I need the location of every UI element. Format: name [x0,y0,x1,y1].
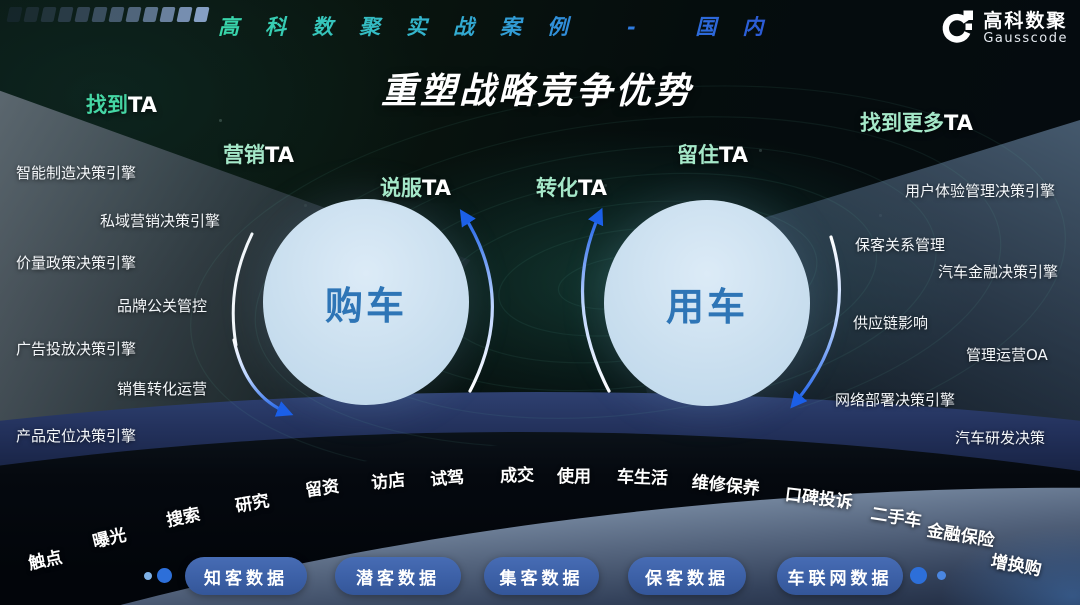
engine-label-right-7: 汽车研发决策 [955,429,1046,447]
pagination-dot-big-left [157,568,172,583]
stage-label-find-more-ta: 找到更多TA [860,111,973,135]
logo-name-en: Gausscode [983,31,1068,47]
pagination-dot-small-right [937,571,946,580]
arrow-right-outer [790,235,842,409]
engine-label-right-2: 保客关系管理 [855,236,946,254]
engine-label-right-5: 管理运营OA [966,346,1048,364]
arrow-between-left [459,209,494,393]
data-pill-prospect: 潜客数据 [335,557,461,595]
stage-label-market-ta: 营销TA [223,143,294,167]
engine-label-left-5: 广告投放决策引擎 [16,340,137,358]
engine-label-left-4: 品牌公关管控 [117,297,208,315]
engine-label-right-1: 用户体验管理决策引擎 [905,182,1056,200]
page-title: 重塑战略竞争优势 [380,71,694,112]
gausscode-logo-icon [940,8,976,50]
arrow-between-right [580,207,611,393]
journey-point: 试驾 [429,467,466,491]
journey-point: 成交 [499,465,535,487]
deco-squares [6,7,210,22]
engine-label-left-7: 产品定位决策引擎 [16,427,137,445]
stage-label-retain-ta: 留住TA [677,143,748,167]
circle-label: 购车 [324,283,407,328]
data-pill-gather: 集客数据 [484,557,599,595]
journey-point: 使用 [557,467,591,487]
pagination-dot-small-left [144,572,152,580]
stage-label-persuade-ta: 说服TA [380,176,451,200]
journey-point: 车生活 [616,467,669,489]
logo-name-zh: 高科数聚 [983,10,1068,33]
stage-label-find-ta: 找到TA [86,93,157,117]
core-circle-use-car: 用车 [604,200,810,406]
arrow-left-outer-blue [232,338,294,417]
engine-label-left-1: 智能制造决策引擎 [16,164,137,182]
circle-label: 用车 [665,284,748,329]
pagination-dot-big-right [910,567,927,584]
engine-label-left-3: 价量政策决策引擎 [16,254,137,272]
blue-glow-bottomright [930,520,1080,605]
engine-label-left-6: 销售转化运营 [117,380,208,398]
engine-label-right-3: 汽车金融决策引擎 [938,263,1059,281]
engine-label-left-2: 私域营销决策引擎 [100,212,221,230]
journey-point: 留资 [304,476,341,502]
data-pill-know: 知客数据 [185,557,307,595]
core-circle-buy-car: 购车 [263,199,469,405]
arc-left-outer-white [231,232,254,347]
data-pill-telematics: 车联网数据 [777,557,903,595]
company-logo: 高科数聚 Gausscode [940,8,1068,50]
journey-point: 访店 [370,470,407,494]
stage-label-convert-ta: 转化TA [536,176,607,200]
data-pill-retain: 保客数据 [628,557,746,595]
engine-label-right-6: 网络部署决策引擎 [835,391,956,409]
engine-label-right-4: 供应链影响 [853,314,929,332]
header-title: 高科数聚实战案例 - 国内 [218,11,789,41]
